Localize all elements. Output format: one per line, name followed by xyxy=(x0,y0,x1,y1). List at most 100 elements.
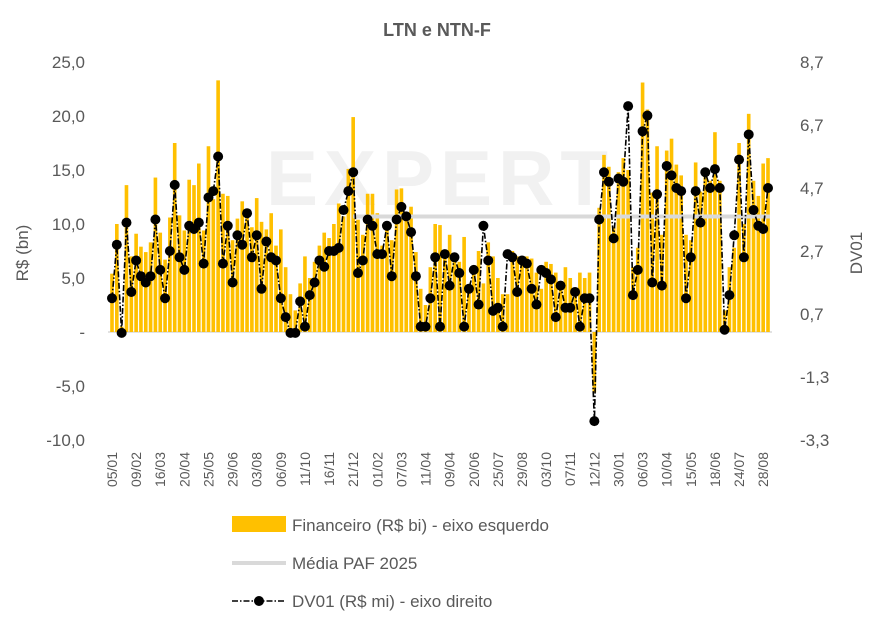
dv01-point xyxy=(353,268,363,279)
bar xyxy=(467,288,471,332)
chart-title: LTN e NTN-F xyxy=(383,20,491,40)
x-tick-label: 09/04 xyxy=(442,452,458,487)
dv01-point xyxy=(589,416,600,427)
bar xyxy=(500,294,505,332)
y-left-tick-label: -10,0 xyxy=(46,431,85,450)
bar xyxy=(216,80,220,332)
dv01-point xyxy=(623,101,634,112)
dv01-point xyxy=(459,321,470,332)
dv01-point xyxy=(232,230,243,241)
dv01-point xyxy=(574,321,585,332)
y-right-tick-label: 0,7 xyxy=(800,305,824,324)
bar xyxy=(544,261,548,332)
dv01-point xyxy=(627,290,638,301)
dv01-point xyxy=(410,271,421,282)
bar xyxy=(592,332,597,393)
bar xyxy=(254,198,259,332)
bar xyxy=(279,229,283,332)
bar xyxy=(399,188,404,332)
dv01-point xyxy=(406,227,417,238)
x-tick-label: 30/01 xyxy=(610,452,626,487)
bar xyxy=(563,267,568,332)
dv01-point xyxy=(685,252,696,263)
dv01-point xyxy=(131,255,142,266)
dv01-markers xyxy=(107,101,773,427)
x-tick-label: 05/01 xyxy=(104,452,120,487)
dv01-point xyxy=(121,217,132,228)
bar xyxy=(312,261,317,332)
dv01-point xyxy=(463,283,474,294)
dv01-point xyxy=(454,268,465,279)
dv01-point xyxy=(565,302,576,313)
bar xyxy=(674,164,679,332)
bar xyxy=(375,213,380,332)
x-tick-label: 12/12 xyxy=(586,452,602,487)
bar xyxy=(597,207,601,332)
bar xyxy=(134,233,138,332)
y-left-tick-label: 15,0 xyxy=(52,161,85,180)
bar xyxy=(124,185,129,332)
dv01-point xyxy=(492,302,503,313)
bar xyxy=(182,230,187,332)
x-axis: 05/01 09/02 16/03 20/04 25/05 29/06 03/08 06/09… xyxy=(104,452,771,487)
x-tick-label: 11/10 xyxy=(297,452,313,486)
dv01-point xyxy=(444,280,455,291)
x-tick-label: 18/06 xyxy=(707,452,723,487)
y-axis-left-label: R$ (bn) xyxy=(13,225,32,282)
bar xyxy=(669,138,674,332)
x-tick-label: 29/06 xyxy=(225,452,241,487)
dv01-point xyxy=(290,327,301,338)
dv01-point xyxy=(483,255,494,266)
dv01-point xyxy=(763,183,773,193)
x-tick-label: 03/10 xyxy=(538,452,554,487)
y-left-tick-label: 10,0 xyxy=(52,215,85,234)
x-tick-label: 20/06 xyxy=(466,452,482,487)
y-left-tick-label: 5,0 xyxy=(61,269,85,288)
x-tick-label: 21/12 xyxy=(345,452,361,487)
dv01-point xyxy=(256,283,267,294)
bar xyxy=(491,256,495,332)
dv01-point xyxy=(386,271,397,282)
x-tick-label: 07/03 xyxy=(393,452,409,487)
bar xyxy=(365,193,370,332)
bar xyxy=(389,240,394,332)
dv01-point xyxy=(512,286,523,297)
dv01-point xyxy=(497,321,508,332)
bar xyxy=(717,180,722,332)
dv01-point xyxy=(198,258,209,269)
bar xyxy=(264,229,269,332)
x-tick-label: 16/03 xyxy=(152,452,168,487)
x-tick-label: 29/08 xyxy=(514,452,530,487)
bar xyxy=(751,180,756,332)
dv01-point xyxy=(401,211,412,222)
dv01-point xyxy=(714,183,725,193)
dv01-point xyxy=(174,252,185,263)
bar xyxy=(645,109,650,333)
bar xyxy=(322,232,327,332)
dv01-point xyxy=(695,217,706,228)
legend-swatch-financeiro xyxy=(232,516,286,532)
dv01-point xyxy=(681,293,691,304)
dv01-point xyxy=(758,223,769,234)
y-axis-left: 25,0 20,0 15,0 10,0 5,0 - -5,0 -10,0 xyxy=(46,53,85,450)
y-right-tick-label: -1,3 xyxy=(800,368,829,387)
dv01-point xyxy=(468,264,479,275)
dv01-point xyxy=(555,280,566,291)
bar xyxy=(582,278,587,332)
bar xyxy=(269,213,273,332)
dv01-point xyxy=(107,293,117,304)
dv01-point xyxy=(280,312,291,323)
bar xyxy=(756,195,761,332)
bar xyxy=(505,294,510,332)
dv01-point xyxy=(319,261,330,272)
y-axis-right-label: DV01 xyxy=(847,232,866,275)
bar xyxy=(187,179,191,332)
bar xyxy=(655,146,659,332)
bar xyxy=(327,238,331,332)
watermark-logo: EXPERT xyxy=(266,134,614,222)
bar xyxy=(578,272,582,332)
dv01-point xyxy=(126,286,137,297)
dv01-point xyxy=(652,189,663,200)
bar xyxy=(250,227,254,332)
x-tick-label: 03/08 xyxy=(249,452,265,487)
